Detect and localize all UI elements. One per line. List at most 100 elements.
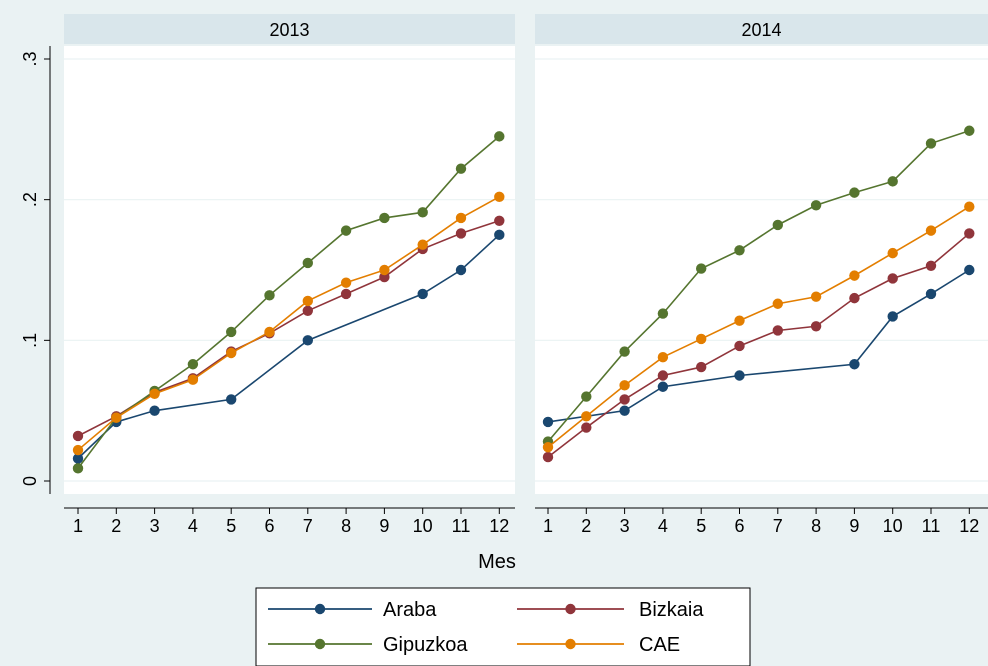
panel-header [64, 14, 515, 44]
legend: Araba Bizkaia Gipuzkoa CAE [255, 587, 751, 666]
legend-label: CAE [639, 634, 680, 656]
data-point-gipuzkoa [455, 163, 467, 174]
data-point-bizkaia [849, 292, 860, 304]
data-point-araba [72, 453, 84, 464]
x-tick-label: 1 [73, 516, 83, 536]
data-point-araba [849, 359, 860, 370]
legend-marker [565, 638, 576, 650]
y-tick-label: 0 [20, 476, 40, 486]
data-point-bizkaia [581, 422, 592, 433]
x-tick-label: 6 [264, 516, 274, 536]
x-tick-label: 5 [696, 516, 706, 536]
legend-box [255, 587, 751, 666]
data-point-cae [187, 374, 199, 385]
data-point-cae [810, 291, 822, 302]
x-tick-label: 2 [111, 516, 121, 536]
x-tick-label: 4 [188, 516, 198, 536]
data-point-gipuzkoa [264, 290, 275, 301]
y-tick-label: .2 [20, 192, 40, 207]
data-point-gipuzkoa [187, 359, 199, 370]
legend-marker [565, 603, 576, 615]
data-point-araba [417, 288, 428, 300]
data-point-cae [302, 295, 313, 307]
data-point-gipuzkoa [581, 391, 592, 402]
x-tick-label: 9 [849, 516, 859, 536]
data-point-gipuzkoa [925, 138, 937, 149]
x-tick-label: 8 [811, 516, 821, 536]
data-point-araba [887, 311, 898, 322]
x-tick-label: 9 [379, 516, 389, 536]
data-point-araba [734, 370, 745, 381]
data-point-gipuzkoa [379, 212, 390, 224]
data-point-cae [581, 411, 592, 422]
data-point-araba [494, 229, 505, 241]
data-point-bizkaia [887, 273, 898, 284]
data-point-cae [226, 347, 237, 359]
data-point-araba [302, 335, 313, 346]
y-tick-label: .1 [20, 333, 40, 348]
plot-area [535, 46, 988, 494]
data-point-bizkaia [964, 228, 975, 239]
data-point-cae [264, 326, 275, 338]
data-point-bizkaia [734, 340, 745, 352]
data-point-gipuzkoa [734, 245, 745, 256]
data-point-cae [925, 225, 937, 236]
x-tick-label: 8 [341, 516, 351, 536]
legend-item-gipuzkoa: Gipuzkoa [268, 634, 468, 656]
series-line-gipuzkoa [547, 129, 970, 443]
data-point-bizkaia [925, 260, 937, 271]
x-tick-label: 12 [489, 516, 509, 536]
data-point-gipuzkoa [494, 131, 505, 142]
data-point-araba [925, 288, 937, 300]
data-point-bizkaia [619, 394, 630, 405]
data-point-cae [849, 270, 860, 281]
series-line-bizkaia [547, 232, 970, 458]
x-tick-label: 2 [581, 516, 591, 536]
panel-header [535, 14, 988, 44]
data-point-bizkaia [542, 451, 554, 463]
data-point-gipuzkoa [417, 207, 428, 218]
legend-marker [314, 603, 326, 615]
series-line-cae [547, 206, 970, 448]
data-point-cae [696, 333, 707, 345]
x-tick-label: 7 [303, 516, 313, 536]
data-point-cae [455, 212, 467, 224]
series-line-gipuzkoa [77, 135, 500, 469]
data-point-bizkaia [657, 370, 669, 381]
data-point-cae [772, 298, 783, 309]
x-tick-label: 5 [226, 516, 236, 536]
data-point-bizkaia [810, 321, 822, 332]
x-axis-title: Mes [478, 551, 516, 573]
y-axis: 0 .1 .2 .3 [20, 46, 51, 494]
data-point-cae [149, 388, 160, 399]
data-point-cae [542, 442, 554, 453]
data-point-cae [619, 380, 630, 391]
x-tick-label: 3 [620, 516, 630, 536]
data-point-gipuzkoa [887, 176, 898, 187]
x-tick-label: 12 [959, 516, 979, 536]
legend-item-bizkaia: Bizkaia [517, 599, 704, 621]
series-line-cae [77, 196, 500, 451]
data-point-gipuzkoa [302, 257, 313, 269]
data-point-bizkaia [340, 288, 352, 300]
data-point-bizkaia [302, 305, 313, 316]
legend-item-cae: CAE [517, 634, 680, 656]
data-point-gipuzkoa [340, 225, 352, 236]
data-point-bizkaia [772, 325, 783, 336]
series-line-araba [547, 269, 970, 423]
data-point-bizkaia [455, 228, 467, 239]
panel-title: 2013 [269, 20, 309, 40]
data-point-gipuzkoa [226, 326, 237, 338]
data-point-cae [379, 264, 390, 276]
data-point-araba [149, 405, 160, 416]
x-tick-label: 10 [883, 516, 903, 536]
x-tick-label: 1 [543, 516, 553, 536]
data-point-araba [226, 394, 237, 405]
data-point-cae [72, 444, 84, 456]
data-point-cae [887, 247, 898, 259]
legend-label: Araba [383, 599, 437, 621]
